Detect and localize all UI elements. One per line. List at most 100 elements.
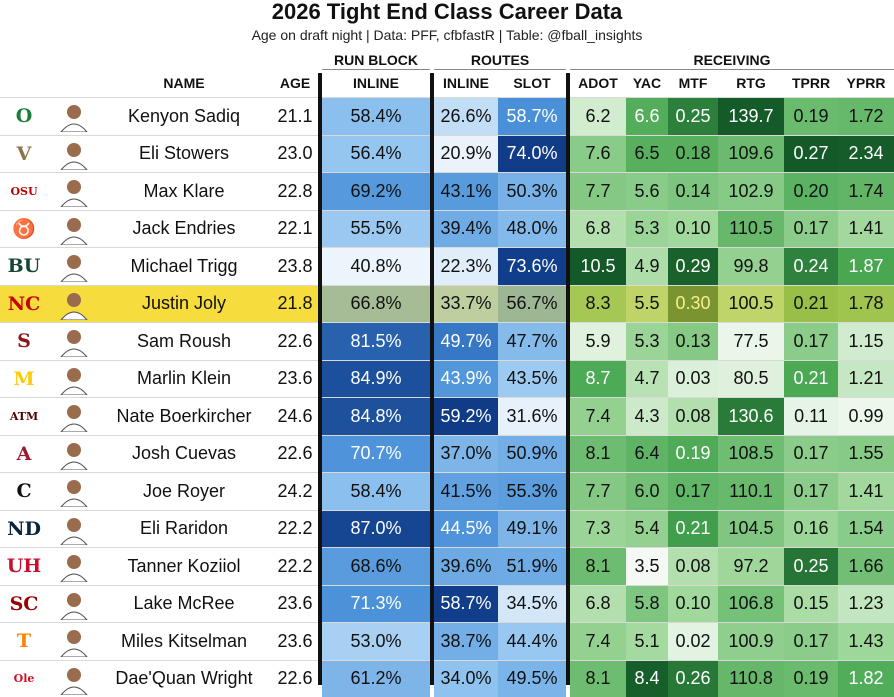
cell-mtf: 0.30 (668, 286, 718, 323)
cell-inline-rt: 43.9% (434, 361, 498, 398)
cell-name: Max Klare (96, 173, 272, 210)
school-logo-icon: T (0, 623, 48, 660)
cell-slot: 51.9% (498, 548, 566, 585)
cell-inline-rt: 33.7% (434, 286, 498, 323)
cell-tprr: 0.11 (784, 398, 838, 435)
cell-yac: 5.6 (626, 173, 668, 210)
school-logo-icon: ATM (0, 398, 48, 435)
cell-adot: 8.1 (570, 548, 626, 585)
cell-inline-rt: 37.0% (434, 436, 498, 473)
cell-adot: 7.4 (570, 623, 626, 660)
cell-yprr: 2.34 (838, 136, 894, 173)
col-header-inline-rb: INLINE (322, 73, 430, 93)
cell-slot: 55.3% (498, 473, 566, 510)
player-headshot-icon (58, 177, 90, 207)
cell-name: Marlin Klein (96, 361, 272, 398)
cell-inline-rb: 58.4% (322, 98, 430, 135)
cell-tprr: 0.15 (784, 586, 838, 623)
cell-inline-rb: 87.0% (322, 511, 430, 548)
cell-mtf: 0.13 (668, 323, 718, 360)
cell-yac: 5.4 (626, 511, 668, 548)
cell-yac: 6.5 (626, 136, 668, 173)
cell-name: Tanner Koziiol (96, 548, 272, 585)
cell-mtf: 0.29 (668, 248, 718, 285)
cell-rtg: 106.8 (718, 586, 784, 623)
cell-name: Nate Boerkircher (96, 398, 272, 435)
player-headshot-icon (58, 140, 90, 170)
cell-rtg: 77.5 (718, 323, 784, 360)
player-headshot-icon (58, 252, 90, 282)
cell-mtf: 0.17 (668, 473, 718, 510)
cell-inline-rb: 71.3% (322, 586, 430, 623)
cell-mtf: 0.25 (668, 98, 718, 135)
cell-rtg: 102.9 (718, 173, 784, 210)
cell-inline-rb: 53.0% (322, 623, 430, 660)
column-divider-receiving (566, 73, 570, 685)
cell-adot: 7.6 (570, 136, 626, 173)
player-headshot-icon (58, 440, 90, 470)
cell-mtf: 0.02 (668, 623, 718, 660)
cell-inline-rb: 70.7% (322, 436, 430, 473)
cell-inline-rb: 84.8% (322, 398, 430, 435)
cell-slot: 56.7% (498, 286, 566, 323)
cell-inline-rb: 66.8% (322, 286, 430, 323)
cell-adot: 6.8 (570, 586, 626, 623)
cell-yprr: 1.23 (838, 586, 894, 623)
cell-tprr: 0.17 (784, 436, 838, 473)
cell-inline-rt: 49.7% (434, 323, 498, 360)
cell-name: Joe Royer (96, 473, 272, 510)
cell-name: Justin Joly (96, 286, 272, 323)
cell-adot: 5.9 (570, 323, 626, 360)
cell-yac: 4.7 (626, 361, 668, 398)
cell-rtg: 100.5 (718, 286, 784, 323)
col-header-slot: SLOT (498, 73, 566, 93)
cell-yac: 4.3 (626, 398, 668, 435)
cell-name: Dae'Quan Wright (96, 661, 272, 697)
cell-name: Michael Trigg (96, 248, 272, 285)
cell-age: 22.6 (272, 436, 318, 473)
cell-tprr: 0.24 (784, 248, 838, 285)
school-logo-icon: M (0, 361, 48, 398)
cell-yac: 5.8 (626, 586, 668, 623)
cell-mtf: 0.26 (668, 661, 718, 697)
cell-mtf: 0.10 (668, 586, 718, 623)
school-logo-icon: ND (0, 511, 48, 548)
cell-mtf: 0.14 (668, 173, 718, 210)
cell-name: Lake McRee (96, 586, 272, 623)
cell-mtf: 0.21 (668, 511, 718, 548)
col-header-age: AGE (272, 73, 318, 93)
cell-yprr: 1.66 (838, 548, 894, 585)
cell-age: 22.2 (272, 548, 318, 585)
player-headshot-icon (58, 552, 90, 582)
cell-slot: 73.6% (498, 248, 566, 285)
cell-rtg: 80.5 (718, 361, 784, 398)
cell-adot: 8.7 (570, 361, 626, 398)
cell-tprr: 0.25 (784, 548, 838, 585)
school-logo-icon: O (0, 98, 48, 135)
cell-tprr: 0.16 (784, 511, 838, 548)
cell-yprr: 1.54 (838, 511, 894, 548)
group-header-routes: ROUTES (434, 50, 566, 70)
player-headshot-icon (58, 627, 90, 657)
column-divider-routes (430, 73, 434, 685)
cell-age: 24.6 (272, 398, 318, 435)
cell-tprr: 0.17 (784, 623, 838, 660)
cell-yac: 6.0 (626, 473, 668, 510)
player-headshot-icon (58, 365, 90, 395)
cell-slot: 49.1% (498, 511, 566, 548)
table-title: 2026 Tight End Class Career Data (0, 0, 894, 24)
cell-inline-rb: 58.4% (322, 473, 430, 510)
cell-inline-rt: 22.3% (434, 248, 498, 285)
cell-tprr: 0.20 (784, 173, 838, 210)
column-divider-run-block (318, 73, 322, 685)
cell-tprr: 0.21 (784, 286, 838, 323)
cell-age: 22.8 (272, 173, 318, 210)
cell-adot: 7.7 (570, 473, 626, 510)
school-logo-icon: Ole (0, 661, 48, 697)
player-headshot-icon (58, 215, 90, 245)
